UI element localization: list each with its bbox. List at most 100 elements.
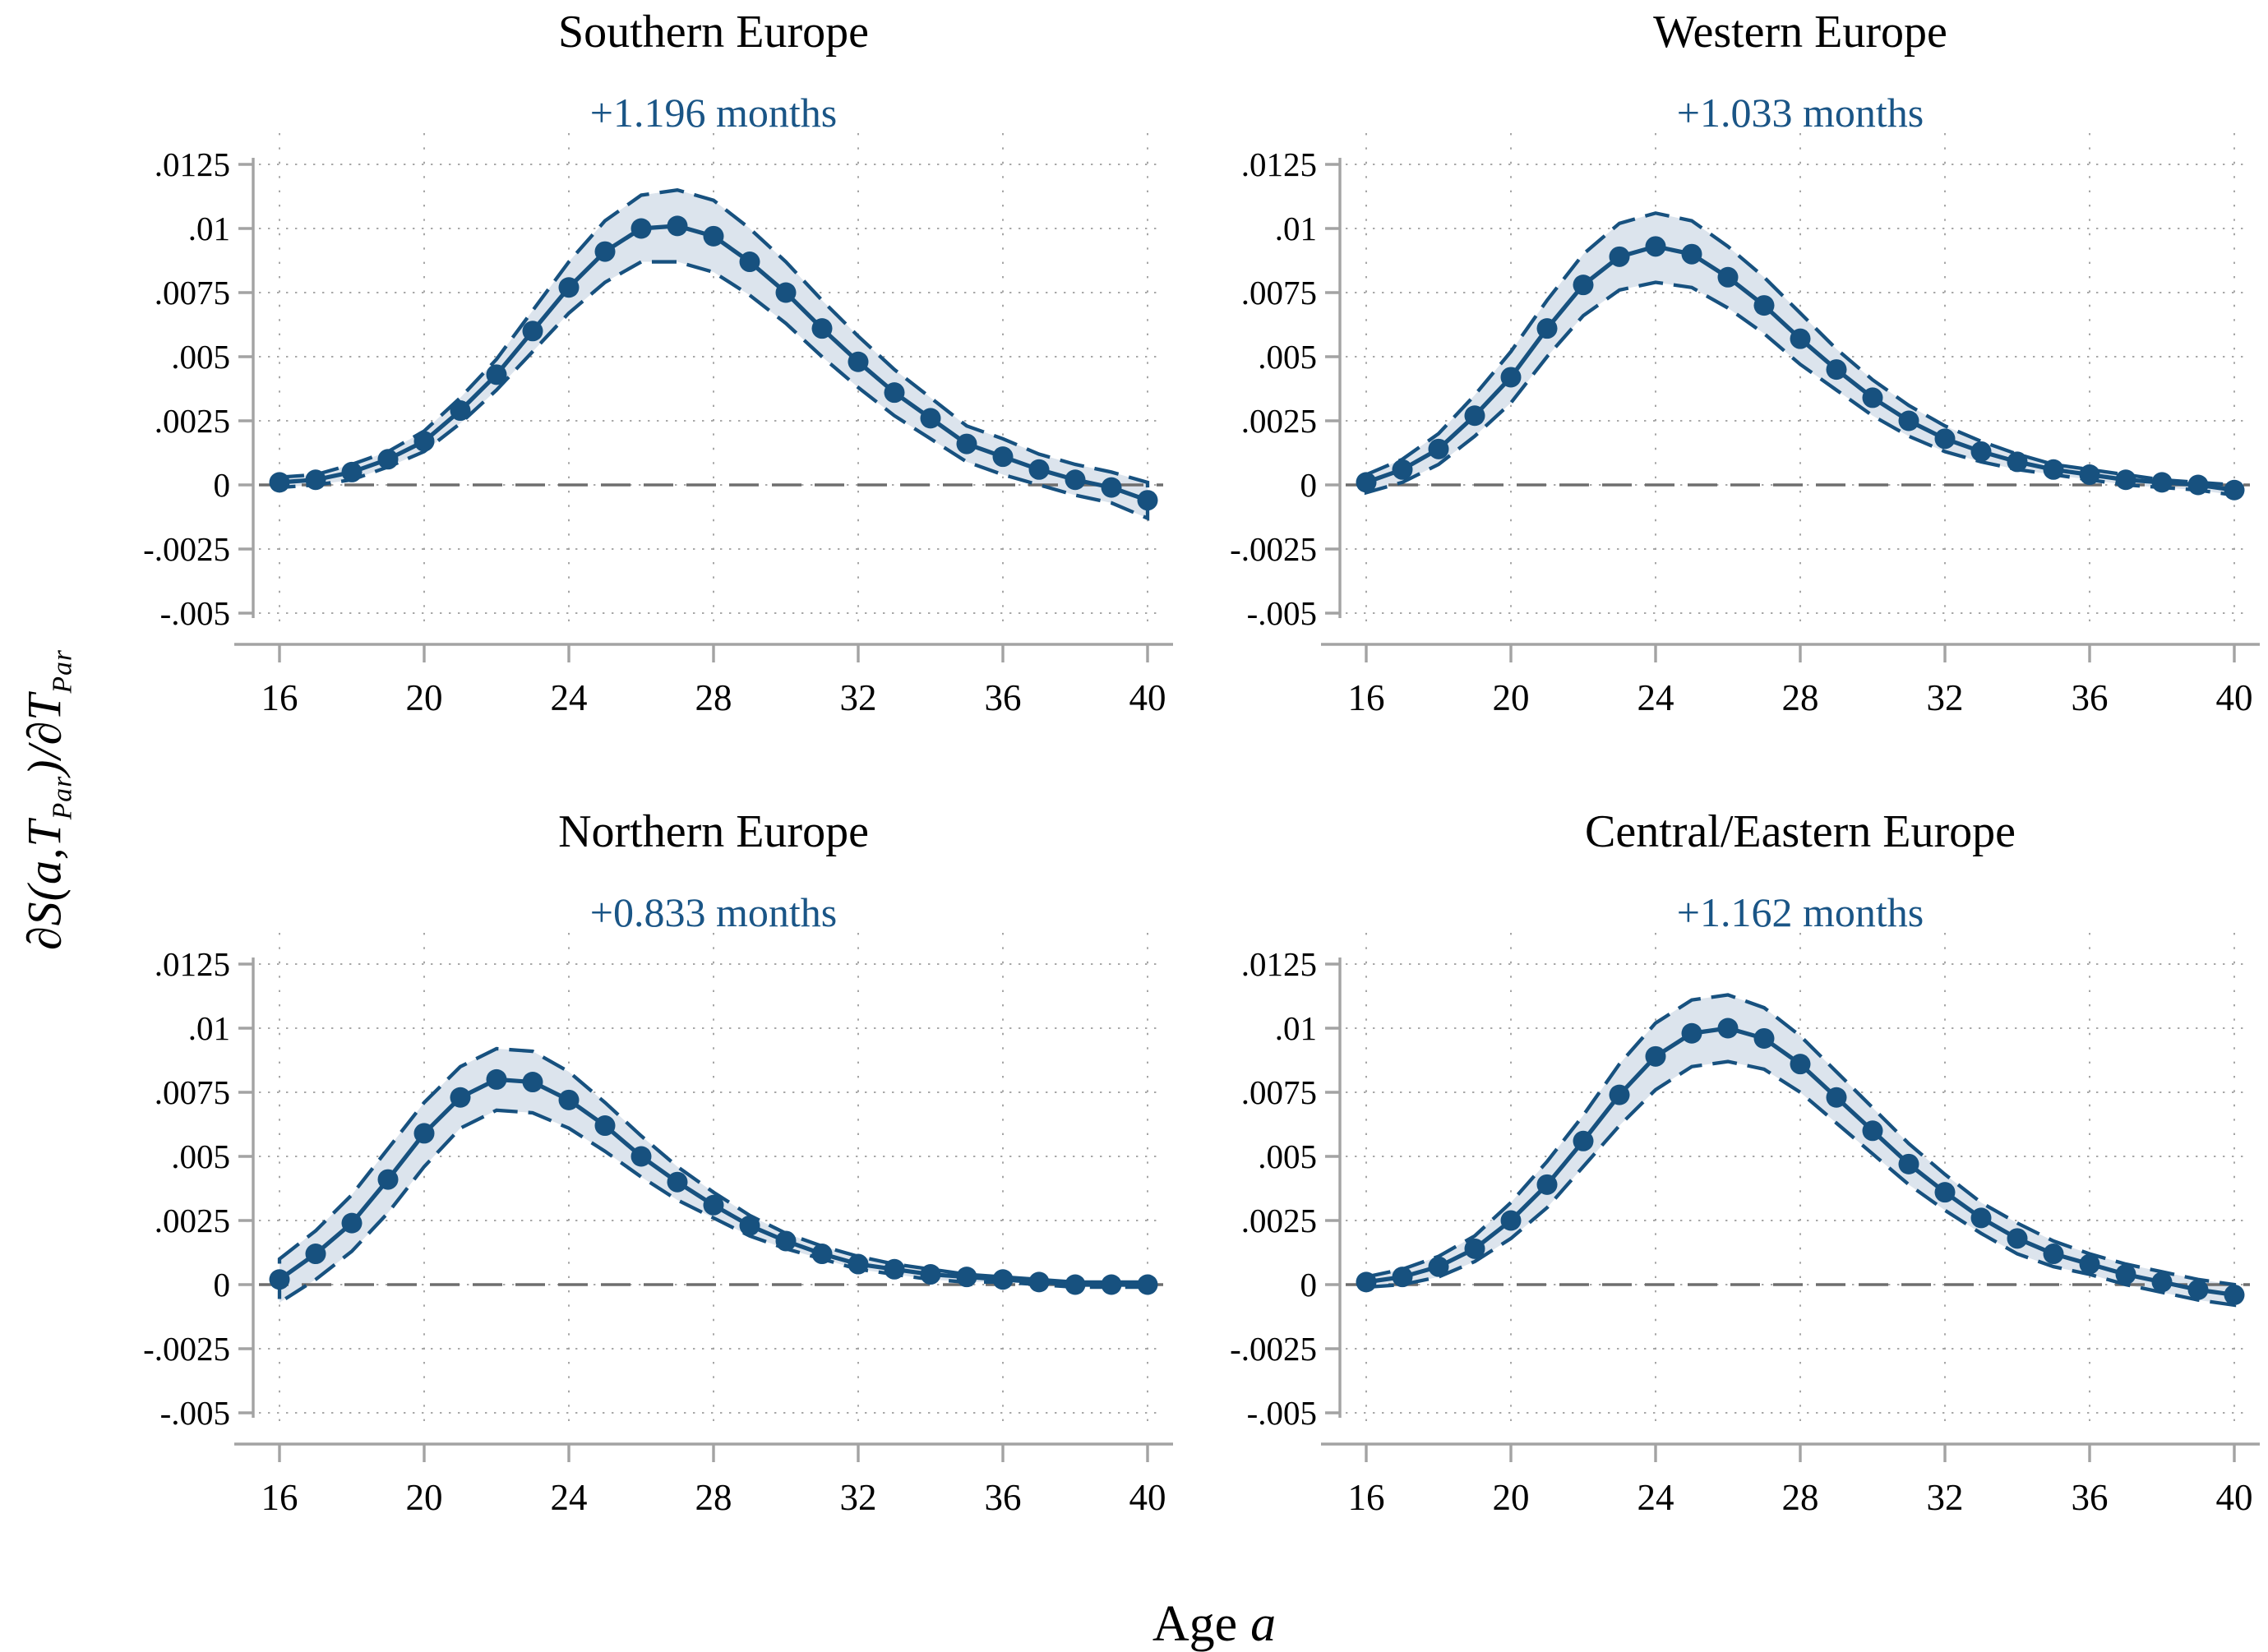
data-point-marker	[1536, 318, 1558, 339]
data-point-marker	[1065, 1274, 1086, 1295]
data-point-marker	[2079, 1253, 2100, 1275]
x-tick-label: 24	[1637, 1477, 1674, 1518]
data-point-marker	[2007, 1228, 2028, 1249]
data-point-marker	[1934, 1182, 1956, 1203]
annotation: +1.162 months	[1677, 889, 1924, 935]
x-tick-label: 32	[840, 677, 877, 718]
data-point-marker	[1609, 1084, 1630, 1105]
data-point-marker	[2115, 1264, 2136, 1285]
ci-band	[279, 1048, 1148, 1303]
data-point-marker	[2007, 451, 2028, 473]
y-tick-label: .005	[171, 338, 230, 376]
panel-title: Central/Eastern Europe	[1584, 806, 2016, 857]
data-point-marker	[522, 1072, 543, 1093]
data-point-marker	[884, 382, 905, 404]
y-tick-label: -.005	[160, 1394, 230, 1432]
data-point-marker	[305, 1244, 326, 1265]
data-point-marker	[522, 321, 543, 342]
data-point-marker	[1500, 1210, 1522, 1231]
data-point-marker	[2224, 1284, 2245, 1305]
data-point-marker	[1717, 1018, 1739, 1039]
data-point-marker	[1356, 472, 1377, 493]
x-tick-label: 24	[1637, 677, 1674, 718]
data-point-marker	[269, 1269, 290, 1290]
annotation: +1.196 months	[590, 90, 837, 136]
data-point-marker	[1536, 1174, 1558, 1195]
y-axis-label-subscript: Par	[46, 775, 77, 820]
ci-band-outline	[277, 188, 1150, 521]
y-tick-label: 0	[1300, 1266, 1318, 1304]
data-point-marker	[1573, 275, 1594, 296]
y-tick-label: -.0025	[143, 530, 230, 568]
data-point-marker	[956, 1267, 977, 1288]
data-point-marker	[341, 461, 363, 482]
x-tick-label: 20	[406, 1477, 443, 1518]
x-tick-label: 32	[840, 1477, 877, 1518]
y-tick-label: 0	[214, 466, 231, 504]
x-tick-label: 36	[985, 677, 1022, 718]
x-tick-label: 36	[2072, 677, 2109, 718]
x-tick-label: 40	[1129, 677, 1166, 718]
data-point-marker	[2043, 459, 2064, 480]
data-point-marker	[920, 1264, 941, 1285]
x-tick-label: 16	[1348, 1477, 1385, 1518]
data-point-marker	[811, 1244, 833, 1265]
ci-band	[1366, 213, 2234, 496]
x-axis-label-text: Age	[1152, 1596, 1238, 1652]
data-point-marker	[1137, 1274, 1158, 1295]
data-point-marker	[775, 282, 797, 303]
chart-southern-europe: .0125 .01 .0075 .005 .0025 0 -.0025 -.005 16 20 24…	[143, 90, 1173, 718]
chart-northern-europe: .0125 .01 .0075 .005 .0025 0 -.0025 -.005 16 20 24…	[143, 889, 1173, 1518]
data-point-marker	[992, 446, 1014, 468]
data-point-marker	[1392, 459, 1413, 480]
panel-title: Northern Europe	[558, 806, 869, 857]
data-point-marker	[1970, 441, 1992, 462]
x-tick-label: 16	[1348, 677, 1385, 718]
data-point-marker	[1681, 1022, 1702, 1044]
data-point-marker	[920, 408, 941, 429]
data-point-marker	[377, 1169, 399, 1190]
data-point-marker	[1573, 1130, 1594, 1151]
x-tick-label: 24	[551, 677, 588, 718]
y-tick-label: .0025	[1241, 402, 1317, 440]
data-point-marker	[739, 251, 760, 273]
y-tick-label: -.0025	[143, 1330, 230, 1368]
annotation: +0.833 months	[590, 889, 837, 935]
data-point-marker	[1464, 1238, 1485, 1259]
data-point-marker	[1645, 236, 1666, 257]
chart-western-europe: .0125 .01 .0075 .005 .0025 0 -.0025 -.005 16 20 24…	[1230, 90, 2260, 718]
data-point-marker	[1065, 469, 1086, 491]
y-tick-label: .0075	[155, 274, 230, 311]
data-point-marker	[305, 469, 326, 491]
data-point-marker	[486, 364, 507, 385]
data-point-marker	[1101, 477, 1122, 498]
data-point-marker	[703, 225, 724, 247]
data-point-marker	[2187, 474, 2209, 496]
chart-central-eastern-europe: .0125 .01 .0075 .005 .0025 0 -.0025 -.005 16 20 24…	[1230, 889, 2260, 1518]
data-point-marker	[2151, 472, 2173, 493]
panel-western-europe: Western Europe .0125 .01 .0075 .005 .0025 0 -.…	[1181, 0, 2268, 800]
data-point-marker	[1862, 387, 1883, 408]
data-point-marker	[1790, 328, 1811, 349]
y-tick-label: .005	[1258, 1137, 1317, 1175]
y-tick-label: -.005	[1247, 594, 1317, 632]
panel-title: Southern Europe	[558, 7, 869, 58]
data-point-marker	[413, 431, 435, 452]
data-point-marker	[413, 1123, 435, 1144]
y-tick-label: -.0025	[1230, 530, 1317, 568]
y-tick-label: .0125	[1241, 945, 1317, 983]
x-tick-label: 20	[1493, 677, 1530, 718]
data-point-marker	[450, 400, 471, 422]
x-axis-label-variable: a	[1250, 1596, 1277, 1652]
data-point-marker	[2115, 469, 2136, 491]
panel-title: Western Europe	[1653, 7, 1947, 58]
data-point-marker	[1898, 1153, 1919, 1174]
data-point-marker	[811, 318, 833, 339]
data-point-marker	[1137, 490, 1158, 511]
x-tick-label: 40	[2216, 677, 2253, 718]
data-point-marker	[2224, 479, 2245, 501]
x-tick-label: 28	[1782, 1477, 1819, 1518]
y-tick-label: .0075	[1241, 1073, 1317, 1111]
y-tick-label: .01	[188, 1009, 230, 1047]
